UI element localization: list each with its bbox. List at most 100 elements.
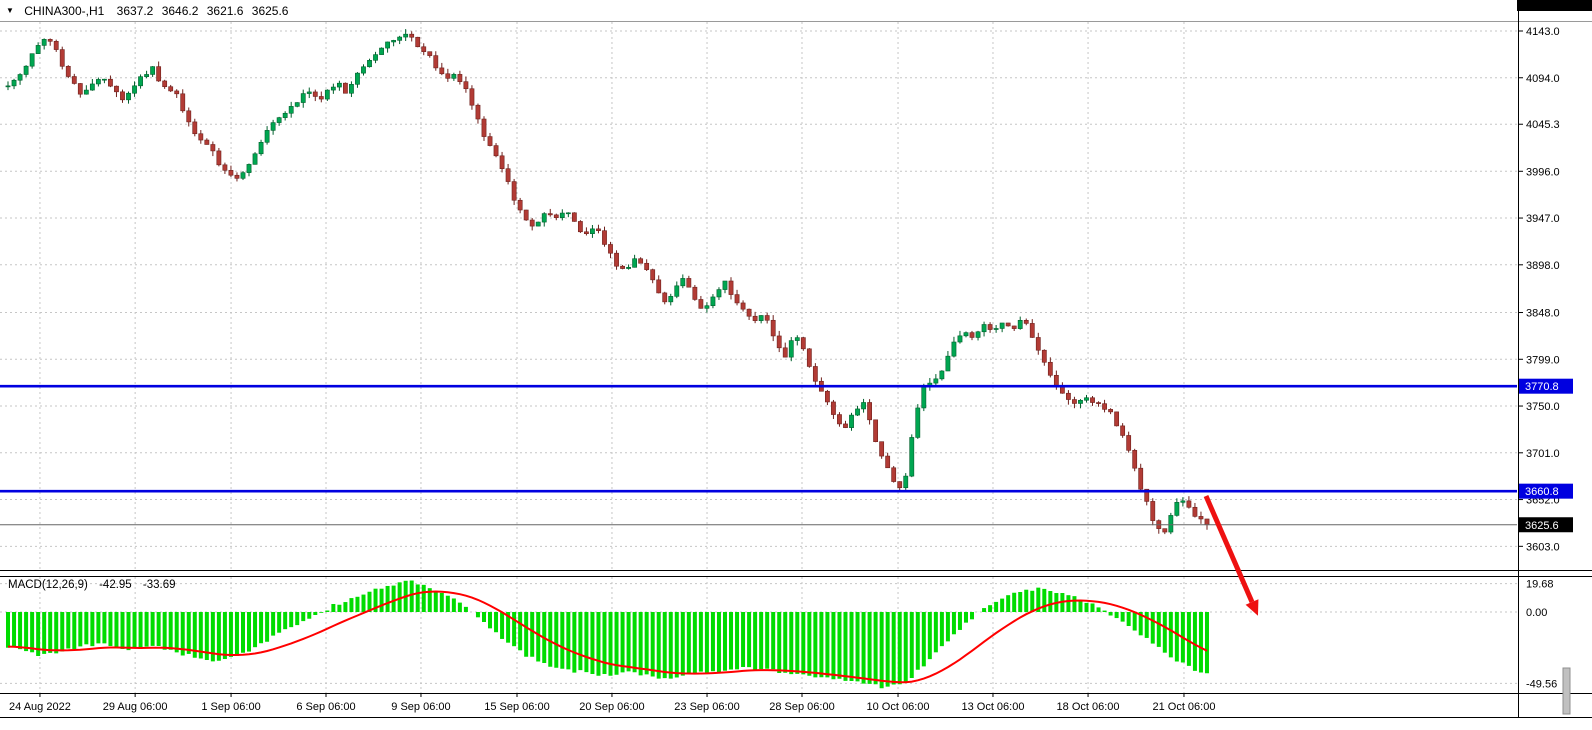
candle-body [692, 286, 698, 300]
candle-body [433, 55, 439, 69]
hline-price-tag-label: 3660.8 [1525, 486, 1559, 498]
candle-body [812, 366, 818, 382]
candle-body [1035, 337, 1041, 351]
hline-price-tag[interactable] [1519, 378, 1573, 394]
candle-body [535, 221, 541, 227]
candle-body [282, 112, 288, 118]
candle-body [126, 92, 131, 101]
candle-body [1144, 488, 1150, 502]
candle-body [439, 67, 445, 75]
candle-body [1090, 397, 1095, 403]
candle-body [825, 390, 830, 403]
candle-body [35, 45, 41, 54]
candle-body [541, 213, 547, 223]
candle-body [1126, 435, 1132, 451]
candle-body [192, 121, 198, 135]
candle-body [469, 88, 475, 106]
candle-body [855, 408, 860, 416]
candle-body [23, 65, 29, 75]
price-axis-label: 3750.0 [1526, 401, 1560, 413]
candle-body [246, 164, 252, 173]
macd-axis-label: -49.56 [1526, 678, 1557, 690]
symbol-period-label: CHINA300-,H1 [24, 4, 105, 18]
candle-body [1011, 325, 1017, 329]
candle-body [427, 51, 433, 56]
candle-body [47, 39, 53, 42]
candle-body [1120, 425, 1126, 436]
candle-body [132, 85, 137, 94]
time-axis-label: 29 Aug 06:00 [103, 701, 168, 713]
trend-arrow-head[interactable] [1245, 599, 1259, 616]
time-axis-label: 15 Sep 06:00 [484, 701, 549, 713]
time-axis-label: 24 Aug 2022 [9, 701, 71, 713]
candle-body [1059, 386, 1065, 394]
candle-body [776, 335, 782, 349]
candle-body [849, 414, 854, 428]
candle-body [1150, 501, 1156, 521]
candle-body [222, 164, 228, 171]
price-axis-label: 3799.0 [1526, 354, 1560, 366]
candle-body [138, 76, 143, 87]
chart-header: ▼ CHINA300-,H1 3637.2 3646.2 3621.6 3625… [6, 4, 293, 18]
price-axis-label: 3947.0 [1526, 213, 1560, 225]
candle-body [499, 155, 505, 170]
time-axis-label: 9 Sep 06:00 [391, 701, 450, 713]
price-axis-label: 3603.0 [1526, 541, 1560, 553]
candle-body [162, 80, 168, 88]
candle-body [1029, 323, 1035, 338]
candle-body [861, 402, 866, 410]
candle-body [415, 36, 421, 48]
candle-body [596, 228, 601, 231]
candle-body [114, 85, 119, 93]
macd-axis-label: 19.68 [1526, 579, 1554, 591]
candle-body [722, 280, 728, 290]
candle-body [891, 467, 897, 482]
candle-body [270, 122, 276, 131]
candle-body [710, 296, 716, 306]
time-axis-label: 28 Sep 06:00 [769, 701, 834, 713]
scrollbar-thumb[interactable] [1562, 667, 1571, 715]
candle-body [915, 407, 921, 438]
trend-arrow-shaft[interactable] [1203, 495, 1255, 603]
candle-body [481, 118, 487, 137]
candle-body [897, 481, 903, 489]
macd-main-value: -42.95 [99, 579, 132, 591]
candle-body [83, 89, 89, 95]
macd-indicator-name: MACD(12,26,9) [8, 579, 88, 591]
candle-body [885, 455, 891, 469]
hline-price-tag[interactable] [1519, 483, 1573, 499]
candle-body [108, 78, 113, 87]
candle-body [638, 258, 644, 264]
candle-body [746, 308, 752, 317]
candle-body [306, 91, 312, 94]
candle-body [987, 324, 993, 330]
candle-body [1138, 467, 1144, 490]
candle-body [1186, 500, 1192, 508]
candle-body [89, 83, 95, 91]
candle-body [644, 262, 650, 270]
candle-body [409, 33, 415, 38]
candle-body [1017, 319, 1023, 329]
candle-body [680, 278, 686, 287]
candle-body [252, 153, 258, 165]
candle-body [457, 74, 463, 82]
candle-body [921, 385, 927, 409]
candle-body [355, 72, 360, 85]
candle-body [602, 230, 607, 245]
candle-body [65, 65, 71, 77]
candle-body [590, 228, 595, 234]
candle-body [656, 279, 662, 294]
candle-body [626, 267, 631, 269]
symbol-dropdown-icon[interactable]: ▼ [6, 6, 14, 15]
time-axis-label: 23 Sep 06:00 [674, 701, 739, 713]
candle-body [451, 74, 457, 79]
price-axis-label: 4094.0 [1526, 73, 1560, 85]
candle-body [1005, 322, 1011, 327]
candle-body [180, 93, 186, 112]
candle-body [1174, 502, 1180, 516]
candle-body [939, 370, 945, 380]
macd-axis-label: 0.00 [1526, 607, 1547, 619]
candle-body [379, 47, 384, 55]
time-axis-label: 10 Oct 06:00 [867, 701, 930, 713]
